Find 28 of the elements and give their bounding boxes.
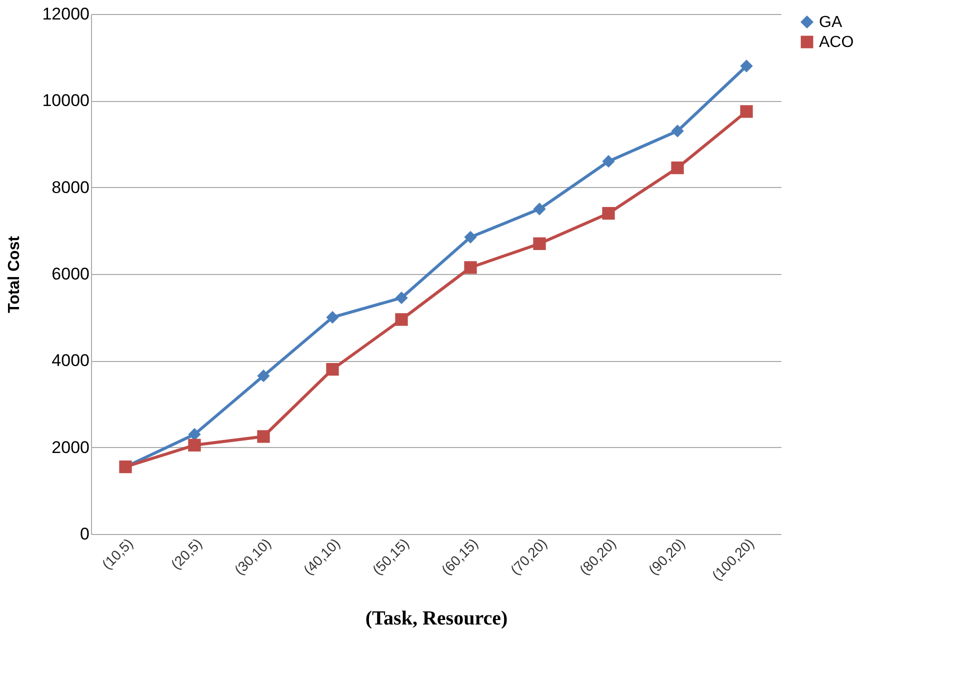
- point: [257, 430, 270, 443]
- legend-label: GA: [819, 14, 842, 31]
- y-tick-label: 0: [80, 524, 90, 544]
- y-axis-title: Total Cost: [6, 235, 24, 314]
- point: [464, 230, 477, 244]
- point: [671, 162, 684, 174]
- point: [740, 60, 753, 72]
- point: [533, 237, 546, 250]
- point: [188, 438, 201, 452]
- point: [740, 105, 753, 118]
- x-axis-title: (Task, Resource): [365, 607, 508, 630]
- point: [533, 202, 546, 216]
- point: [602, 155, 615, 168]
- y-tick-label: 4000: [52, 351, 90, 370]
- point: [326, 311, 339, 324]
- y-tick-label: 6000: [52, 264, 90, 284]
- point: [395, 292, 408, 304]
- point: [326, 363, 339, 376]
- legend-label: ACO: [819, 34, 854, 51]
- y-tick-label: 10000: [42, 91, 90, 110]
- point: [395, 313, 408, 326]
- y-tick-label: 12000: [42, 4, 90, 24]
- point: [671, 124, 684, 138]
- point: [602, 207, 615, 220]
- y-tick-label: 8000: [52, 178, 90, 197]
- y-tick-label: 2000: [52, 438, 90, 457]
- point: [257, 370, 270, 382]
- point: [464, 261, 477, 274]
